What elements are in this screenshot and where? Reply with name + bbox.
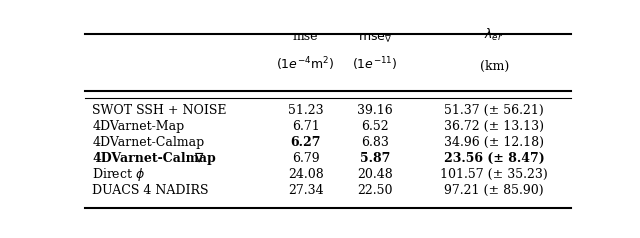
Text: 23.56 (± 8.47): 23.56 (± 8.47)	[444, 152, 545, 165]
Text: (km): (km)	[479, 60, 509, 73]
Text: $\lambda_{er}$: $\lambda_{er}$	[484, 27, 504, 43]
Text: 4DVarnet-Calmap: 4DVarnet-Calmap	[92, 152, 216, 165]
Text: $\mathrm{mse}_{\nabla}$: $\mathrm{mse}_{\nabla}$	[358, 30, 392, 43]
Text: $\nabla$: $\nabla$	[194, 152, 205, 165]
Text: 27.34: 27.34	[288, 184, 323, 197]
Text: 4DVarnet-Map: 4DVarnet-Map	[92, 120, 185, 133]
Text: 24.08: 24.08	[288, 168, 324, 181]
Text: $(1e^{-4}\mathrm{m}^2)$: $(1e^{-4}\mathrm{m}^2)$	[276, 55, 335, 73]
Text: 39.16: 39.16	[357, 104, 393, 117]
Text: 36.72 (± 13.13): 36.72 (± 13.13)	[444, 120, 544, 133]
Text: 6.52: 6.52	[362, 120, 389, 133]
Text: 101.57 (± 35.23): 101.57 (± 35.23)	[440, 168, 548, 181]
Text: 6.79: 6.79	[292, 152, 319, 165]
Text: 51.23: 51.23	[288, 104, 323, 117]
Text: $(1e^{-11})$: $(1e^{-11})$	[352, 55, 398, 73]
Text: 6.27: 6.27	[291, 136, 321, 149]
Text: 51.37 (± 56.21): 51.37 (± 56.21)	[444, 104, 544, 117]
Text: 97.21 (± 85.90): 97.21 (± 85.90)	[444, 184, 544, 197]
Text: mse: mse	[293, 30, 319, 43]
Text: 6.71: 6.71	[292, 120, 319, 133]
Text: 34.96 (± 12.18): 34.96 (± 12.18)	[444, 136, 544, 149]
Text: 20.48: 20.48	[357, 168, 393, 181]
Text: 4DVarnet-Calmap: 4DVarnet-Calmap	[92, 136, 205, 149]
Text: SWOT SSH + NOISE: SWOT SSH + NOISE	[92, 104, 227, 117]
Text: 5.87: 5.87	[360, 152, 390, 165]
Text: 6.83: 6.83	[361, 136, 389, 149]
Text: DUACS 4 NADIRS: DUACS 4 NADIRS	[92, 184, 209, 197]
Text: Direct $\phi$: Direct $\phi$	[92, 166, 146, 183]
Text: 22.50: 22.50	[357, 184, 393, 197]
